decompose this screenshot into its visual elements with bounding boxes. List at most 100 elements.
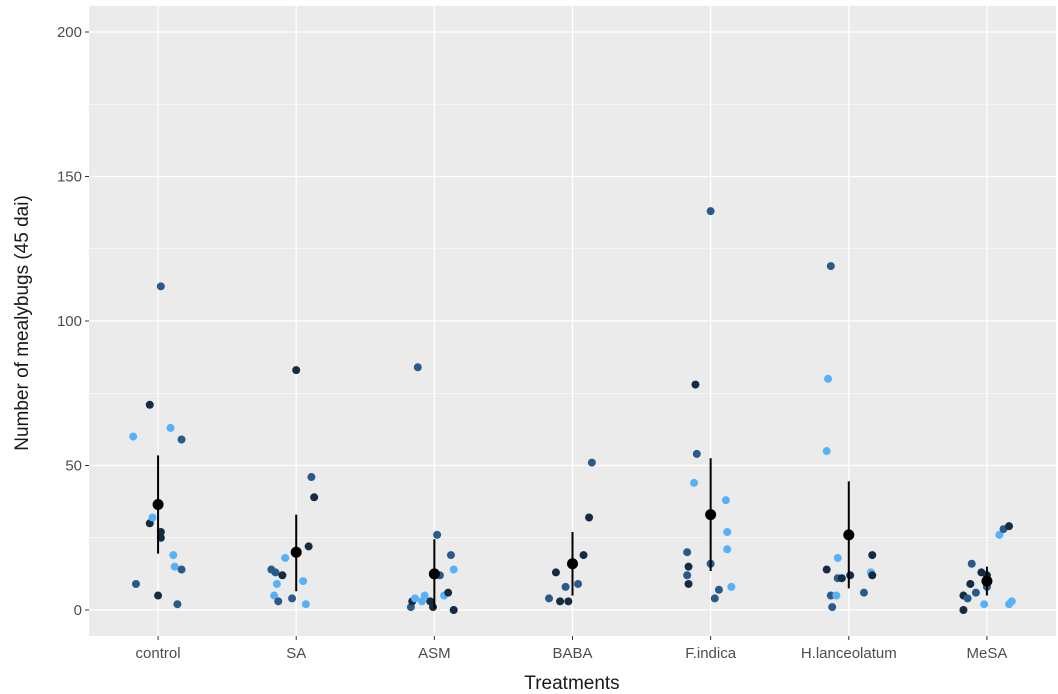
mean-point <box>152 499 164 511</box>
data-point <box>868 551 877 560</box>
data-point <box>995 530 1004 539</box>
data-point <box>177 565 186 574</box>
data-point <box>292 366 301 375</box>
y-axis-title: Number of mealybugs (45 dai) <box>12 195 33 451</box>
data-point <box>561 582 570 591</box>
data-point <box>411 594 420 603</box>
data-point <box>1007 597 1016 606</box>
data-point <box>963 594 972 603</box>
x-tick-label: ASM <box>418 645 451 662</box>
data-point <box>449 565 458 574</box>
data-point <box>579 551 588 560</box>
data-point <box>684 562 693 571</box>
data-point <box>129 432 138 441</box>
data-point <box>832 591 841 600</box>
x-tick-label: control <box>136 645 181 662</box>
data-point <box>556 597 565 606</box>
data-point <box>444 588 453 597</box>
data-point <box>177 435 186 444</box>
data-point <box>271 568 280 577</box>
x-tick-label: MeSA <box>966 645 1007 662</box>
summary-layer <box>152 455 993 609</box>
data-point <box>278 571 287 580</box>
data-point <box>585 513 594 522</box>
data-point <box>170 562 179 571</box>
data-point <box>288 594 297 603</box>
mean-point <box>567 558 578 570</box>
data-point <box>980 600 989 609</box>
mean-point <box>843 529 855 541</box>
data-point <box>281 553 290 562</box>
data-point <box>692 449 701 458</box>
data-point <box>428 603 437 612</box>
data-point <box>413 363 422 372</box>
data-point <box>723 527 732 536</box>
y-tick-label: 150 <box>57 169 82 186</box>
x-tick-label: BABA <box>552 645 592 662</box>
data-point <box>307 473 316 482</box>
data-point <box>824 374 833 383</box>
data-point <box>420 591 429 600</box>
data-point <box>683 571 692 580</box>
x-tick-label: F.indica <box>685 645 737 662</box>
data-point <box>690 478 699 487</box>
y-tick-label: 50 <box>65 457 82 474</box>
data-point <box>828 603 837 612</box>
mean-point <box>981 575 993 587</box>
data-point <box>156 282 165 291</box>
data-point <box>169 551 178 560</box>
data-point <box>684 579 693 588</box>
mean-point <box>290 546 302 558</box>
axis-ticks: 0 50 100 150 200 control SA ASM BABA F.indica H.la… <box>57 24 1007 662</box>
data-point <box>564 597 573 606</box>
mean-point <box>428 568 440 580</box>
x-axis-title: Treatments <box>524 673 619 694</box>
data-point <box>145 400 154 409</box>
data-point <box>166 423 175 432</box>
data-points <box>129 207 1016 614</box>
data-point <box>173 600 182 609</box>
data-point <box>304 542 313 551</box>
data-point <box>727 582 736 591</box>
mean-point <box>705 509 717 521</box>
data-point <box>574 579 583 588</box>
data-point <box>833 553 842 562</box>
data-point <box>587 458 596 467</box>
data-point <box>1005 522 1014 531</box>
data-point <box>683 548 692 557</box>
data-point <box>971 588 980 597</box>
data-point <box>299 577 308 586</box>
data-point <box>859 588 868 597</box>
data-point <box>131 579 140 588</box>
data-point <box>272 579 281 588</box>
x-tick-label: H.lanceolatum <box>801 645 897 662</box>
data-point <box>826 262 835 271</box>
data-point <box>433 530 442 539</box>
data-point <box>301 600 310 609</box>
data-point <box>714 585 723 594</box>
data-point <box>959 605 968 614</box>
data-point <box>154 591 163 600</box>
data-point <box>446 551 455 560</box>
data-point <box>826 591 835 600</box>
y-tick-label: 100 <box>57 313 82 330</box>
data-point <box>822 447 831 456</box>
y-tick-label: 200 <box>57 24 82 41</box>
data-point <box>551 568 560 577</box>
data-point <box>270 591 279 600</box>
data-point <box>846 571 855 580</box>
data-point <box>721 496 730 505</box>
data-point <box>691 380 700 389</box>
data-point <box>868 571 877 580</box>
data-point <box>837 574 846 583</box>
data-point <box>723 545 732 554</box>
data-point <box>966 579 975 588</box>
data-point <box>545 594 554 603</box>
data-point <box>822 565 831 574</box>
y-tick-label: 0 <box>74 602 82 619</box>
data-point <box>706 207 715 216</box>
data-point <box>274 597 283 606</box>
x-tick-label: SA <box>286 645 306 662</box>
data-point <box>449 605 458 614</box>
